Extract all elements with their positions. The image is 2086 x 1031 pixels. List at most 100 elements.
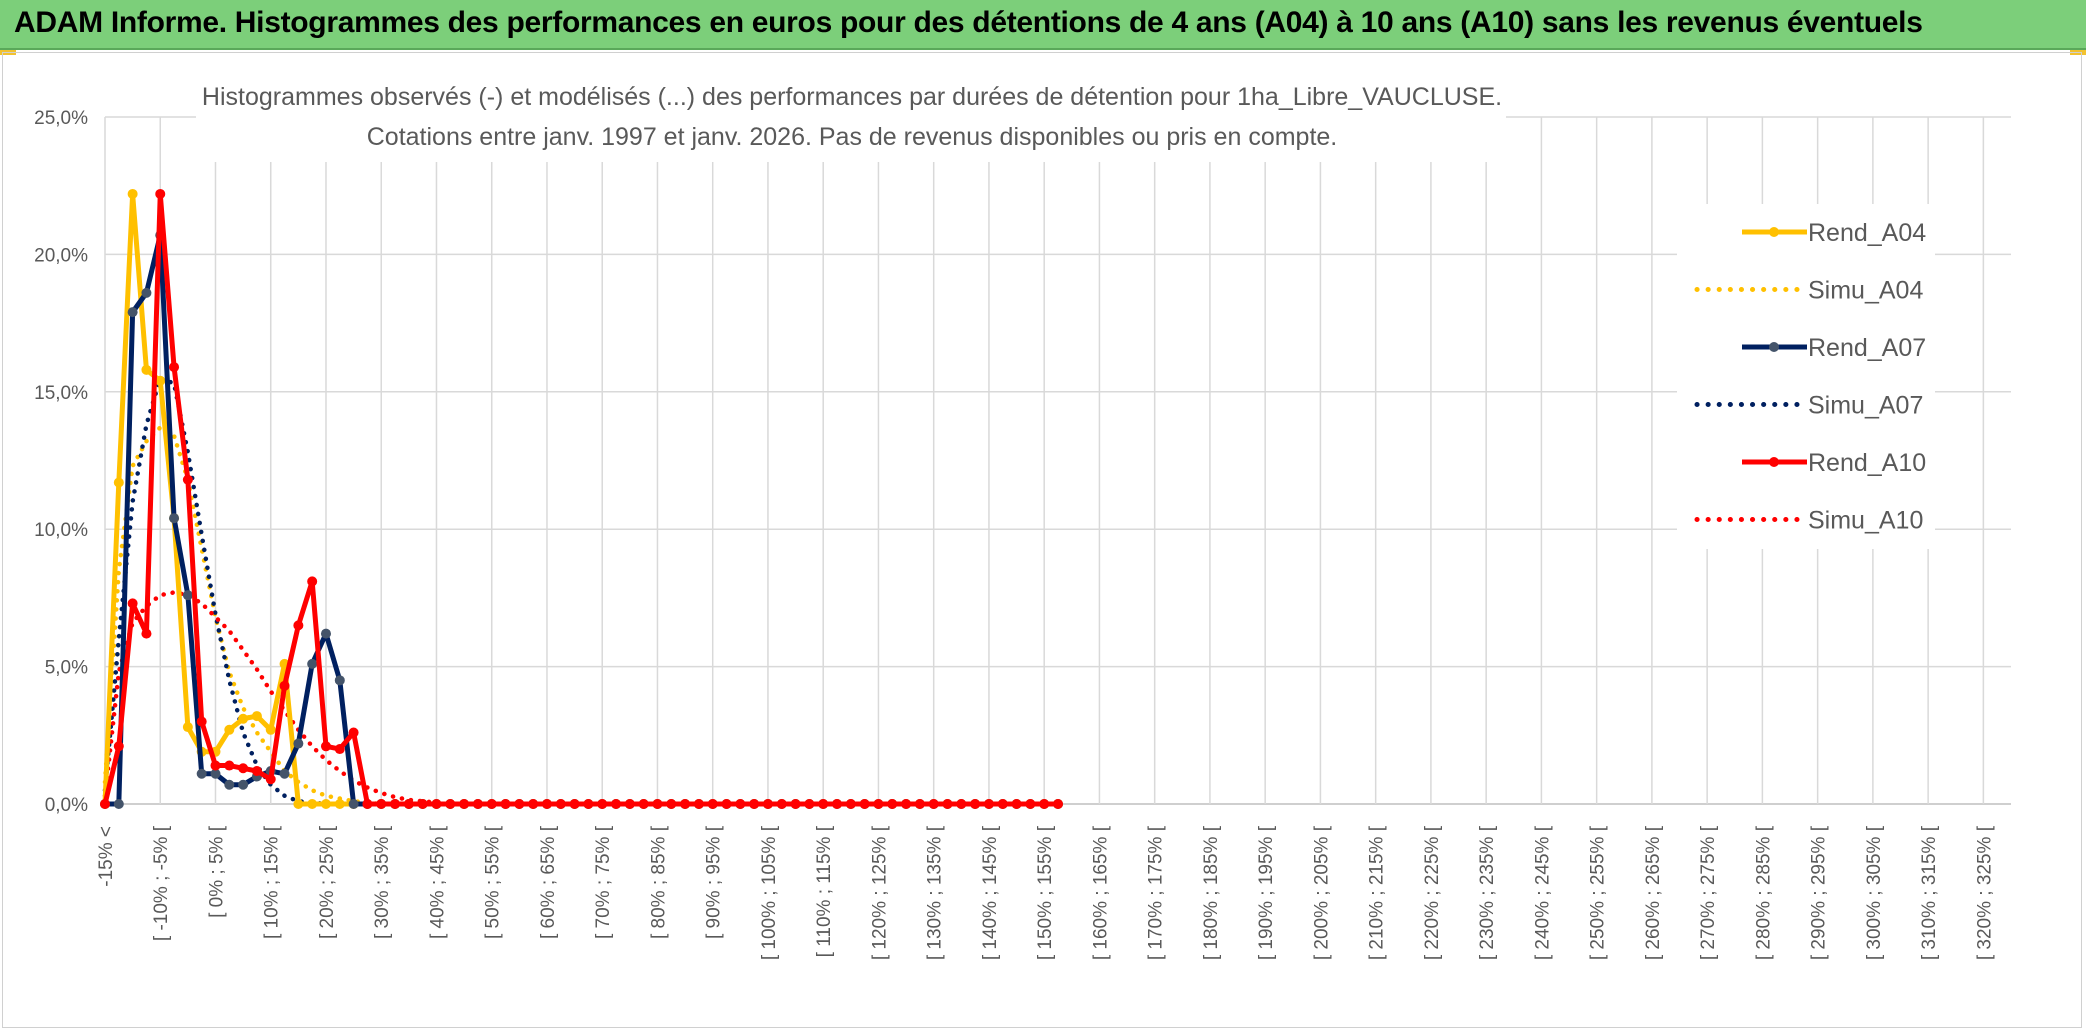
data-point-Rend_A10 [224,760,235,771]
data-point-Rend_A07 [334,675,345,686]
legend-label: Simu_A10 [1808,507,1923,535]
x-tick-label: [ 150% ; 155% [ [1035,825,1056,960]
x-tick-label: [ 200% ; 205% [ [1311,825,1332,960]
x-tick-label: -15% < [96,826,117,887]
data-point-Rend_A10 [417,799,428,809]
y-tick-label: 20,0% [34,245,88,266]
chart-title-line-2: Cotations entre janv. 1997 et janv. 2026… [367,123,1338,151]
series-line-Rend_A10 [102,191,1058,807]
x-axis-ticks: -15% < [ -10% ; -5% [[ 0% ; 5% [[ 10% ; 1… [96,825,1995,960]
data-point-Rend_A10 [638,799,649,809]
data-point-Rend_A07 [196,768,207,779]
data-point-Rend_A10 [818,799,829,809]
data-point-Rend_A10 [776,799,787,809]
data-point-Rend_A10 [1053,799,1063,809]
x-tick-label: [ 130% ; 135% [ [925,825,946,960]
data-point-Rend_A07 [113,799,124,809]
chart-title-line-1: Histogrammes observés (-) et modélisés (… [202,83,1502,111]
data-point-Rend_A10 [541,799,552,809]
x-tick-label: [ 230% ; 235% [ [1477,825,1498,960]
series-line-Simu_A07 [102,375,1061,807]
data-point-Rend_A10 [293,620,304,631]
data-point-Rend_A07 [293,738,304,749]
x-tick-label: [ 240% ; 245% [ [1532,825,1553,960]
data-point-Rend_A10 [141,628,152,639]
x-tick-label: [ 300% ; 305% [ [1864,825,1885,960]
x-tick-label: [ 290% ; 295% [ [1809,825,1830,960]
data-point-Rend_A10 [693,799,704,809]
data-point-Rend_A10 [334,744,345,755]
data-point-Rend_A04 [334,799,345,809]
y-tick-label: 25,0% [34,108,88,129]
data-point-Rend_A10 [887,799,898,809]
data-point-Rend_A10 [735,799,746,809]
data-point-Rend_A07 [279,768,290,779]
data-point-Rend_A07 [127,307,138,318]
data-point-Rend_A10 [790,799,801,809]
legend-marker [1769,227,1779,237]
legend-label: Simu_A07 [1808,392,1923,420]
data-point-Rend_A10 [445,799,456,809]
data-point-Rend_A10 [472,799,483,809]
x-tick-label: [ 180% ; 185% [ [1201,825,1222,960]
data-point-Rend_A10 [113,741,124,752]
data-point-Rend_A10 [320,741,331,752]
data-point-Rend_A07 [320,628,331,639]
legend-marker [1769,457,1779,467]
data-point-Rend_A04 [182,722,193,733]
legend: Rend_A04 Simu_A04 Rend_A07 Simu_A07 Rend_A10… [1677,204,1935,549]
legend-background [1677,204,1935,549]
series-layer [100,188,1063,809]
x-tick-label: [ 210% ; 215% [ [1367,825,1388,960]
data-point-Rend_A10 [983,799,994,809]
data-point-Rend_A07 [141,287,152,298]
series-line-Simu_A04 [102,424,1061,807]
series-Simu_A07 [102,375,1061,807]
x-tick-label: [ 220% ; 225% [ [1422,825,1443,960]
data-point-Rend_A10 [279,680,290,691]
legend-label: Rend_A04 [1808,219,1926,247]
data-point-Rend_A10 [597,799,608,809]
data-point-Rend_A04 [127,188,138,199]
x-tick-label: [ 260% ; 265% [ [1643,825,1664,960]
data-point-Rend_A07 [348,799,359,809]
data-point-Rend_A04 [251,711,262,722]
legend-label: Rend_A07 [1808,334,1926,362]
x-tick-label: [ 50% ; 55% [ [483,825,504,939]
x-tick-label: [ 270% ; 275% [ [1698,825,1719,960]
legend-label: Rend_A10 [1808,449,1926,477]
legend-item-Simu_A10: Simu_A10 [1694,507,1923,535]
data-point-Rend_A10 [707,799,718,809]
data-point-Rend_A10 [611,799,622,809]
x-tick-label: [ 40% ; 45% [ [427,825,448,939]
data-point-Rend_A10 [376,799,387,809]
legend-item-Simu_A07: Simu_A07 [1694,392,1923,420]
data-point-Rend_A10 [169,362,180,373]
legend-item-Rend_A04: Rend_A04 [1742,219,1926,247]
data-point-Rend_A07 [224,779,235,790]
data-point-Rend_A10 [1039,799,1050,809]
x-tick-label: [ 70% ; 75% [ [593,825,614,939]
x-tick-label: [ 280% ; 285% [ [1753,825,1774,960]
legend-marker [1769,342,1779,352]
data-point-Rend_A10 [845,799,856,809]
data-point-Rend_A04 [293,799,304,809]
x-tick-label: [ 80% ; 85% [ [648,825,669,939]
chart-frame [2,52,2082,1028]
data-point-Rend_A10 [210,760,221,771]
y-tick-label: 5,0% [45,658,88,679]
x-tick-label: [ 310% ; 315% [ [1919,825,1940,960]
chart-title-background [196,74,1506,162]
x-tick-label: [ 140% ; 145% [ [980,825,1001,960]
data-point-Rend_A10 [196,716,207,727]
data-point-Rend_A10 [666,799,677,809]
x-tick-label: [ 190% ; 195% [ [1256,825,1277,960]
data-point-Rend_A10 [403,799,414,809]
data-point-Rend_A10 [873,799,884,809]
y-axis-ticks: 0,0% 5,0% 10,0% 15,0% 20,0% 25,0% [34,108,88,816]
legend-label: Simu_A04 [1808,277,1923,305]
data-point-Rend_A10 [390,799,401,809]
data-point-Rend_A04 [320,799,331,809]
data-point-Rend_A10 [970,799,981,809]
page-title: ADAM Informe. Histogrammes des performan… [14,6,1923,39]
